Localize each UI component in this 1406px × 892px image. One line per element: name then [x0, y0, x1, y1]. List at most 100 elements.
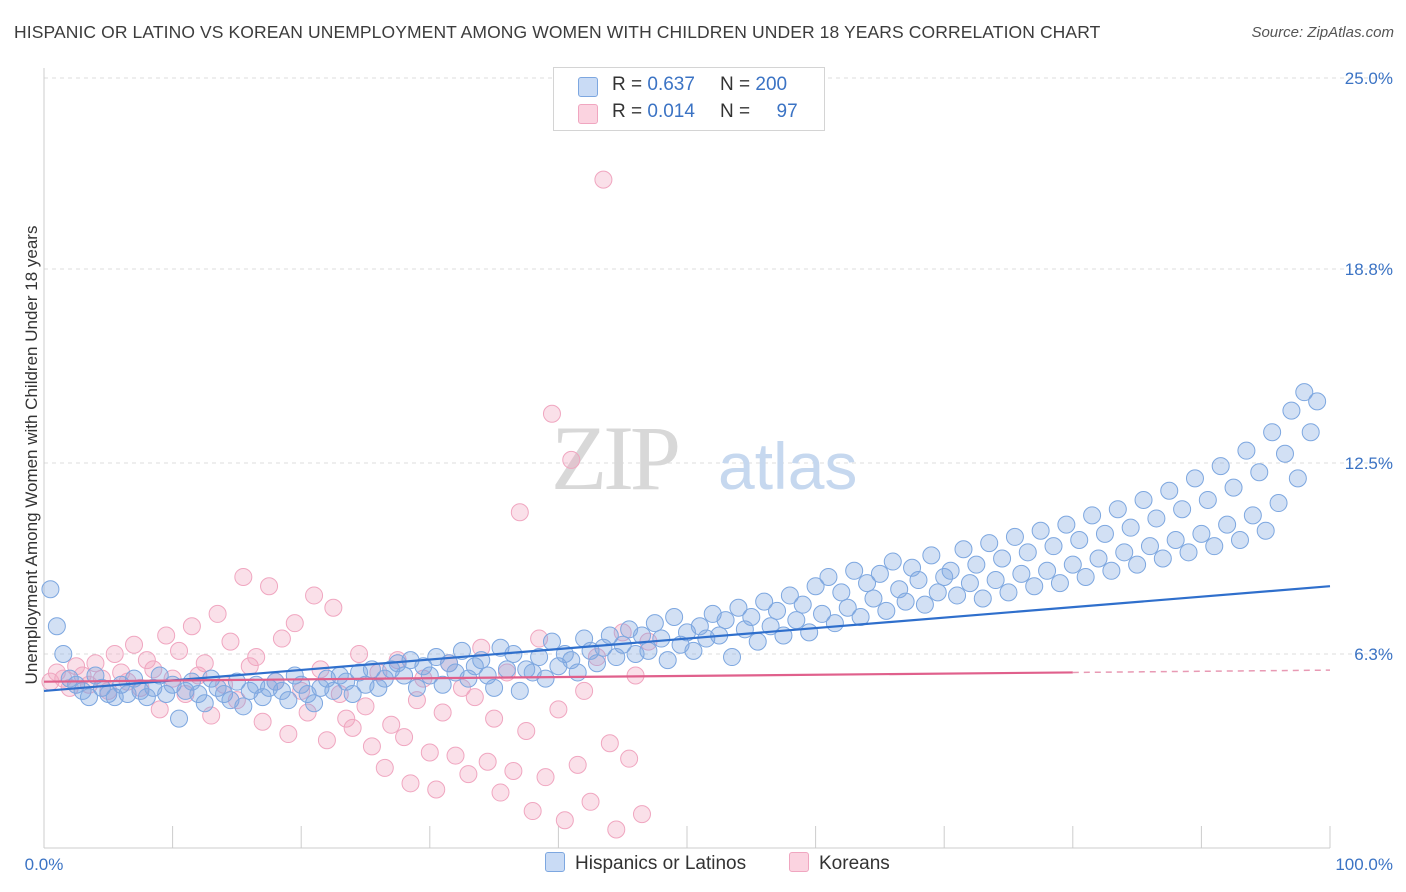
- trend-lines: [43, 585, 1331, 693]
- korean-point: [523, 802, 542, 821]
- hispanic-point: [1198, 490, 1217, 509]
- hispanic-point: [1025, 577, 1044, 596]
- hispanic-point: [864, 589, 883, 608]
- trend-line-koreans: [43, 671, 1073, 683]
- hispanic-point: [1108, 500, 1127, 519]
- hispanic-point: [993, 549, 1012, 568]
- hispanic-point: [137, 688, 156, 707]
- korean-point: [575, 681, 594, 700]
- hispanic-point: [1044, 537, 1063, 556]
- hispanic-point: [1012, 564, 1031, 583]
- hispanic-point: [452, 641, 471, 660]
- korean-point: [536, 768, 555, 787]
- hispanic-point: [1057, 515, 1076, 534]
- hispanic-point: [530, 648, 549, 667]
- hispanic-point: [813, 604, 832, 623]
- y-tick-label-2: 18.8%: [1345, 260, 1393, 279]
- hispanic-point: [510, 681, 529, 700]
- korean-point: [568, 755, 587, 774]
- hispanic-point: [253, 688, 272, 707]
- korean-point: [395, 728, 414, 747]
- hispanic-point: [433, 675, 452, 694]
- hispanic-point: [1301, 423, 1320, 442]
- korean-point: [517, 721, 536, 740]
- hispanic-point: [645, 614, 664, 633]
- hispanic-point: [1095, 524, 1114, 543]
- hispanic-point: [227, 672, 246, 691]
- legend-n-hispanic: N = 200: [720, 74, 788, 95]
- legend-swatch-koreans-bottom: [789, 852, 809, 872]
- hispanic-point: [768, 601, 787, 620]
- korean-point: [157, 626, 176, 645]
- korean-point: [562, 450, 581, 469]
- hispanic-point: [195, 694, 214, 713]
- korean-point: [446, 746, 465, 765]
- hispanic-point: [1083, 506, 1102, 525]
- korean-point: [125, 635, 144, 654]
- hispanic-point: [896, 592, 915, 611]
- legend-r-koreans: R = 0.014: [612, 101, 695, 122]
- watermark-zip: ZIP: [551, 407, 678, 509]
- hispanic-point: [1237, 441, 1256, 460]
- hispanic-point: [1211, 457, 1230, 476]
- hispanic-point: [858, 574, 877, 593]
- hispanic-point: [980, 534, 999, 553]
- hispanic-point: [748, 632, 767, 651]
- y-tick-label-1: 12.5%: [1345, 454, 1393, 473]
- hispanic-point: [292, 675, 311, 694]
- korean-point: [317, 731, 336, 750]
- hispanic-point: [877, 601, 896, 620]
- hispanic-point: [639, 641, 658, 660]
- hispanic-point: [305, 694, 324, 713]
- legend-swatch-hispanic-bottom: [545, 852, 565, 872]
- hispanic-point: [1230, 531, 1249, 549]
- hispanic-point: [1173, 500, 1192, 519]
- legend-row-hispanic: R = 0.637 N = 200: [554, 74, 824, 100]
- korean-point: [324, 598, 343, 617]
- hispanic-point: [1121, 518, 1140, 537]
- hispanic-point: [960, 574, 979, 593]
- legend-row-koreans: R = 0.014 N = 97: [554, 101, 824, 127]
- korean-point: [427, 780, 446, 799]
- korean-point: [510, 503, 529, 522]
- hispanic-point: [838, 598, 857, 617]
- hispanic-point: [266, 672, 285, 691]
- korean-point: [298, 703, 317, 722]
- korean-point: [221, 632, 240, 651]
- korean-point: [594, 170, 613, 189]
- chart-title: HISPANIC OR LATINO VS KOREAN UNEMPLOYMEN…: [14, 22, 1101, 42]
- hispanic-point: [793, 595, 812, 614]
- hispanic-point: [324, 681, 343, 700]
- hispanic-point: [800, 623, 819, 642]
- korean-point: [137, 651, 156, 670]
- korean-point: [375, 758, 394, 777]
- hispanic-point: [787, 611, 806, 630]
- hispanic-point: [1263, 423, 1282, 442]
- legend-swatch-koreans: [578, 104, 598, 124]
- korean-point: [285, 614, 304, 633]
- legend-r-hispanic: R = 0.637: [612, 74, 695, 95]
- hispanic-point: [1308, 392, 1327, 411]
- korean-point: [253, 712, 272, 731]
- korean-point: [620, 749, 639, 768]
- series-hispanics-or-latinos: [41, 383, 1327, 728]
- hispanic-point: [1050, 574, 1069, 593]
- hispanic-point: [1224, 478, 1243, 497]
- hispanic-point: [845, 561, 864, 580]
- korean-point: [182, 617, 201, 636]
- hispanic-point: [420, 666, 439, 685]
- hispanic-point: [806, 577, 825, 596]
- korean-point: [337, 709, 356, 728]
- axes: [43, 68, 1331, 849]
- hispanic-point: [1089, 549, 1108, 568]
- hispanic-point: [234, 697, 253, 716]
- hispanic-point: [1166, 531, 1185, 549]
- source-label: Source: ZipAtlas.com: [1251, 24, 1394, 41]
- korean-point: [407, 691, 426, 710]
- korean-point: [433, 703, 452, 722]
- hispanic-point: [723, 648, 742, 667]
- hispanic-point: [1147, 509, 1166, 528]
- hispanic-point: [1153, 549, 1172, 568]
- hispanic-point: [1179, 543, 1198, 562]
